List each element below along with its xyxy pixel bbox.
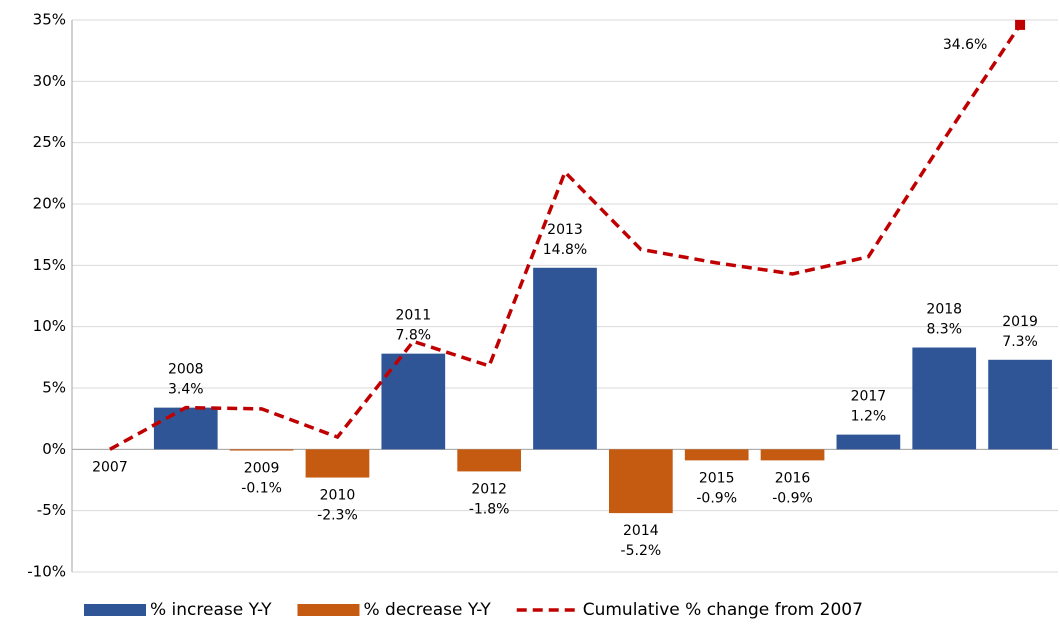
data-label: 7.8% — [396, 328, 432, 344]
y-tick-label: 10% — [33, 317, 66, 335]
line — [109, 23, 1022, 451]
data-label: 14.8% — [543, 242, 587, 258]
y-tick-label: -5% — [37, 501, 66, 519]
category-label: 2010 — [320, 488, 356, 504]
data-label: 7.3% — [1002, 334, 1038, 350]
bar — [988, 359, 1052, 450]
y-tick-label: 25% — [33, 133, 66, 151]
bar — [760, 449, 825, 461]
bar — [912, 347, 977, 450]
data-label: -2.3% — [317, 508, 358, 524]
data-label: -0.1% — [241, 481, 282, 497]
bar — [381, 353, 446, 450]
data-label: 34.6% — [943, 37, 987, 53]
bar — [533, 267, 597, 450]
y-tick-label: 0% — [42, 440, 66, 458]
category-label: 2016 — [775, 470, 811, 486]
category-label: 2008 — [168, 362, 204, 378]
bar — [305, 449, 370, 478]
y-tick-label: 20% — [33, 195, 66, 213]
category-label: 2012 — [471, 481, 507, 497]
y-tick-label: 35% — [33, 11, 66, 29]
data-label: -0.9% — [696, 490, 737, 506]
legend-swatch — [297, 604, 360, 616]
legend-label: Cumulative % change from 2007 — [583, 600, 863, 620]
bar — [153, 407, 218, 450]
data-label: -0.9% — [772, 490, 813, 506]
legend-label: % decrease Y-Y — [363, 600, 491, 620]
data-label: -1.8% — [469, 501, 510, 517]
category-label: 2017 — [851, 389, 887, 405]
bar — [608, 449, 673, 514]
data-label: 8.3% — [926, 322, 962, 338]
category-label: 2019 — [1002, 314, 1038, 330]
y-tick-label: 15% — [33, 256, 66, 274]
bar — [684, 449, 749, 461]
data-label: -5.2% — [621, 543, 662, 559]
data-label: 1.2% — [851, 409, 887, 425]
category-label: 2011 — [395, 308, 431, 324]
bar — [229, 449, 294, 451]
data-label: 3.4% — [168, 382, 204, 398]
category-label: 2014 — [623, 523, 659, 539]
category-label: 2009 — [244, 461, 280, 477]
y-tick-label: 30% — [33, 72, 66, 90]
category-label: 2013 — [547, 222, 583, 238]
line-marker — [1015, 19, 1026, 30]
bar — [836, 434, 901, 450]
category-label: 2007 — [92, 459, 128, 475]
legend-label: % increase Y-Y — [150, 600, 272, 620]
category-label: 2018 — [926, 302, 962, 318]
legend-swatch — [84, 604, 146, 616]
category-label: 2015 — [699, 470, 735, 486]
y-tick-label: -10% — [27, 563, 66, 581]
y-tick-label: 5% — [42, 379, 66, 397]
bar — [457, 449, 522, 472]
